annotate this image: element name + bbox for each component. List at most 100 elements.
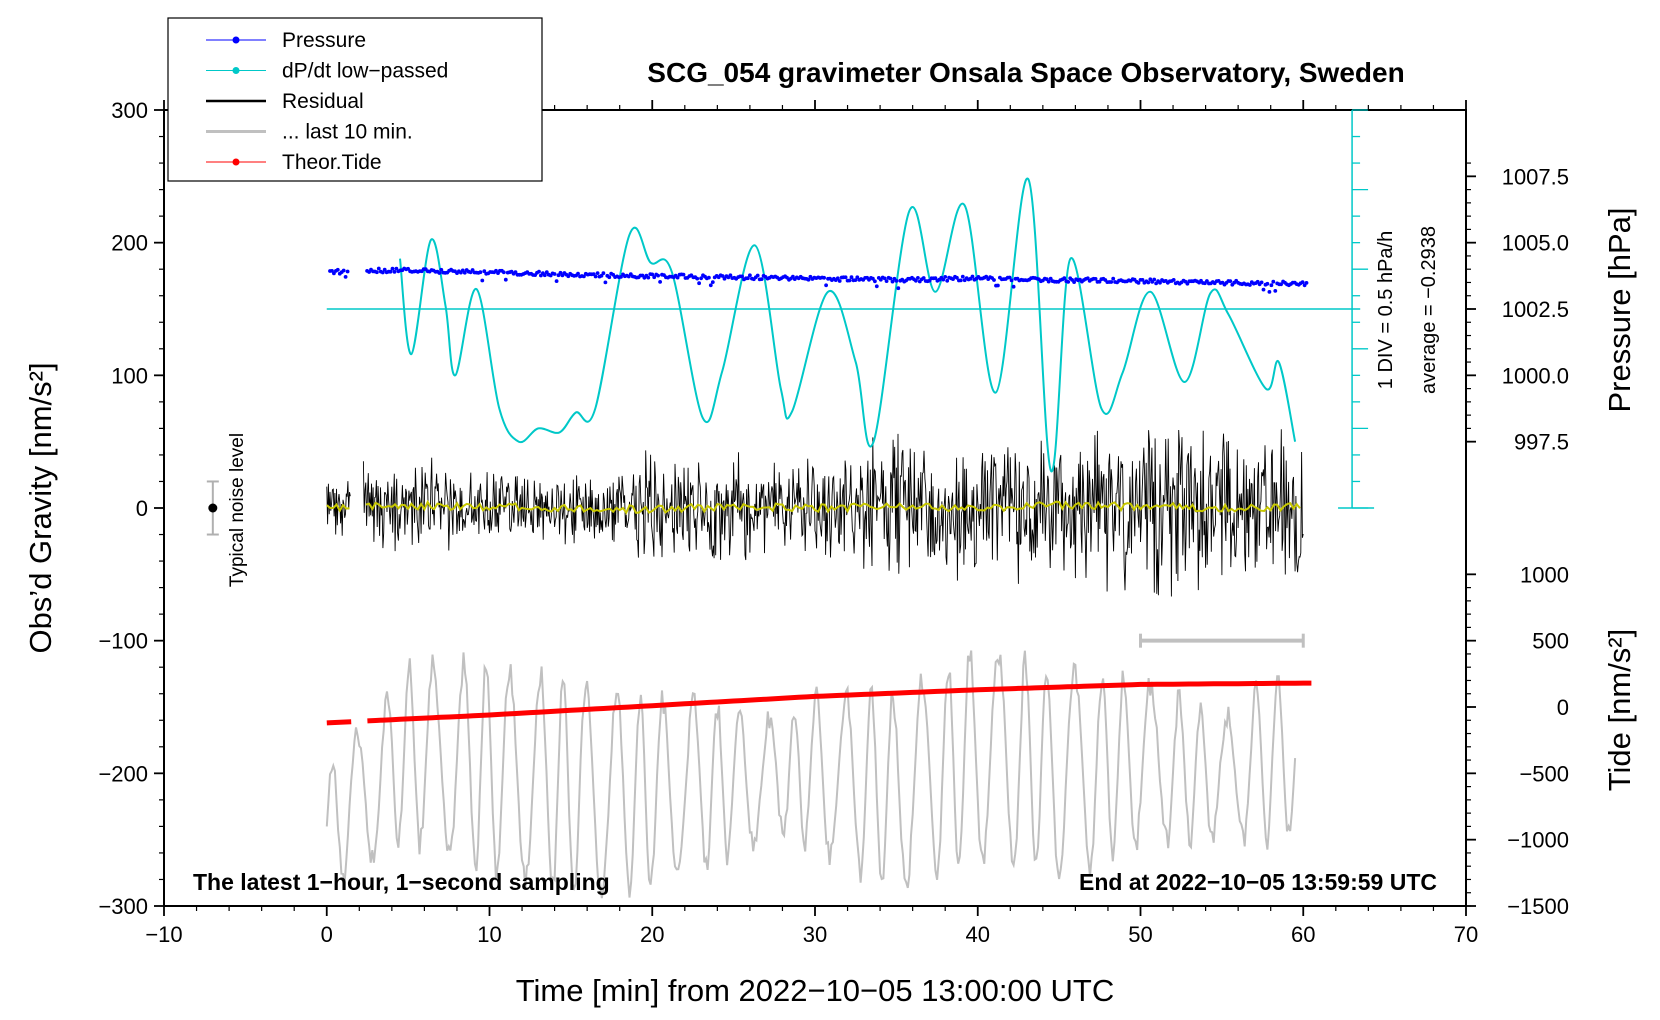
pressure-dot xyxy=(943,275,948,279)
pressure-dot xyxy=(699,276,703,281)
pressure-dot xyxy=(697,281,701,286)
pressure-dot xyxy=(542,273,547,278)
pressure-dot xyxy=(960,274,965,279)
pressure-dot xyxy=(890,279,895,284)
axes-layer: −10 0 10 20 30 40 50 60 70−300−200−1000100200300… xyxy=(98,98,1569,947)
tide-axis-title: Tide [nm/s²] xyxy=(1602,629,1637,792)
pressure-dot xyxy=(955,275,959,280)
pressure-dot xyxy=(1269,283,1274,288)
pressure-dot xyxy=(916,276,920,280)
pressure-dot xyxy=(708,283,713,288)
average-label: average = −0.2938 xyxy=(1418,226,1440,394)
noise-level-label: Typical noise level xyxy=(227,433,248,587)
pressure-dot xyxy=(740,274,744,279)
pressure-dot xyxy=(1228,279,1233,283)
pressure-dot xyxy=(607,275,612,280)
legend-marker xyxy=(232,67,240,74)
pressure-dot xyxy=(941,277,946,282)
y-tick-label: −100 xyxy=(98,629,148,654)
pressure-dot xyxy=(837,279,842,283)
pressure-dot xyxy=(603,280,608,285)
pressure-tick-label: 1007.5 xyxy=(1502,164,1569,189)
y-tick-label: −200 xyxy=(98,761,148,786)
pressure-dot xyxy=(921,276,926,280)
pressure-dot xyxy=(376,266,381,271)
pressure-dot xyxy=(874,284,879,289)
y-tick-label: 200 xyxy=(111,231,148,256)
pressure-dot xyxy=(958,278,963,283)
y-axis-title: Obs’d Gravity [nm/s²] xyxy=(23,362,58,653)
pressure-dot xyxy=(343,275,348,279)
pressure-dot xyxy=(888,276,893,281)
pressure-dot xyxy=(970,274,975,279)
legend-marker xyxy=(232,158,240,166)
pressure-dot xyxy=(945,278,950,283)
pressure-dot xyxy=(849,275,854,280)
pressure-dot xyxy=(1304,281,1309,285)
tide-tick-label: 1000 xyxy=(1520,562,1569,587)
pressure-dot xyxy=(552,272,557,276)
residual-smoothed-line xyxy=(326,499,1301,515)
pressure-dot xyxy=(382,267,387,272)
dpdt-line xyxy=(399,177,1297,472)
pressure-dot xyxy=(1093,277,1098,281)
pressure-dot xyxy=(843,275,848,280)
legend-label: dP/dt low−passed xyxy=(282,60,448,83)
pressure-dot xyxy=(1109,280,1114,284)
pressure-dot xyxy=(345,269,350,274)
legend-label: Residual xyxy=(282,90,364,113)
pressure-dot xyxy=(390,266,395,271)
pressure-dot xyxy=(806,277,811,282)
x-axis-title: Time [min] from 2022−10−05 13:00:00 UTC xyxy=(516,973,1115,1008)
tide-tick-label: −1000 xyxy=(1507,828,1569,853)
pressure-dot xyxy=(1261,287,1266,292)
y-tick-label: 300 xyxy=(111,98,148,123)
footer-left: The latest 1−hour, 1−second sampling xyxy=(193,869,610,895)
dpdt-scale-label: 1 DIV = 0.5 hPa/h xyxy=(1375,231,1397,389)
x-tick-label: 20 xyxy=(640,922,664,947)
legend-marker xyxy=(232,36,240,44)
pressure-dot xyxy=(822,275,826,280)
pressure-dot xyxy=(646,275,651,280)
pressure-dot xyxy=(1171,278,1176,282)
pressure-dot xyxy=(1152,277,1157,282)
pressure-dot xyxy=(394,266,399,271)
pressure-tick-label: 1002.5 xyxy=(1502,297,1569,322)
tide-tick-label: 0 xyxy=(1557,695,1569,720)
pressure-dot xyxy=(1265,281,1270,286)
pressure-dot xyxy=(593,274,598,279)
y-tick-label: 0 xyxy=(136,496,148,521)
pressure-dot xyxy=(462,270,467,275)
pressure-dot xyxy=(1085,276,1090,281)
pressure-dot xyxy=(1273,289,1278,293)
pressure-dot xyxy=(658,280,662,284)
pressure-dot xyxy=(1111,276,1116,281)
pressure-dot xyxy=(847,278,852,283)
chart-title: SCG_054 gravimeter Onsala Space Observat… xyxy=(647,57,1404,88)
x-tick-label: 50 xyxy=(1128,922,1152,947)
pressure-dot xyxy=(894,279,899,283)
pressure-dot xyxy=(650,272,655,277)
pressure-dot xyxy=(1062,276,1067,281)
pressure-dot xyxy=(388,269,393,274)
legend-label: Pressure xyxy=(282,29,366,52)
pressure-dot xyxy=(601,271,606,276)
pressure-dot xyxy=(746,276,750,281)
pressure-dot xyxy=(1158,280,1162,285)
pressure-dot xyxy=(681,272,686,277)
pressure-dot xyxy=(855,275,860,280)
pressure-dot xyxy=(437,271,442,275)
noise-level-dot xyxy=(208,503,218,513)
pressure-dot xyxy=(728,273,733,278)
pressure-dot xyxy=(1300,280,1305,284)
x-tick-label: 0 xyxy=(321,922,333,947)
pressure-dot xyxy=(707,275,711,280)
pressure-tick-label: 1005.0 xyxy=(1502,231,1569,256)
pressure-dot xyxy=(392,270,397,274)
tide-tick-label: −500 xyxy=(1519,761,1569,786)
pressure-dot xyxy=(853,278,858,282)
pressure-dot xyxy=(513,270,518,275)
pressure-dot xyxy=(537,269,541,274)
pressure-dot xyxy=(835,276,840,281)
